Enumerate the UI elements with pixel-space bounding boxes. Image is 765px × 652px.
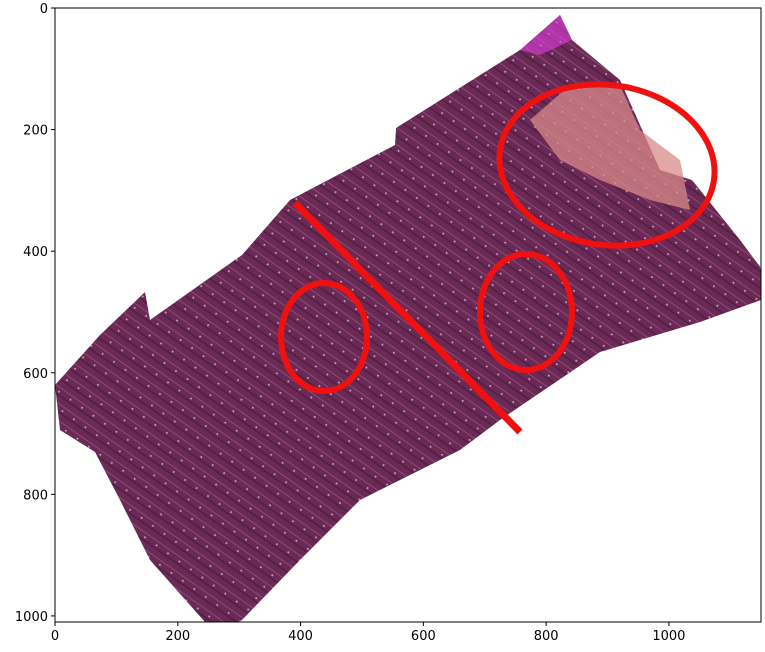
x-tick-label: 1000 [652, 629, 685, 644]
x-tick-label: 400 [288, 629, 313, 644]
x-tick-label: 800 [534, 629, 559, 644]
chart: 0200400600800100002004006008001000 [0, 0, 765, 652]
y-tick-label: 600 [23, 367, 48, 382]
y-tick-label: 0 [40, 2, 48, 17]
x-tick-label: 200 [165, 629, 190, 644]
y-tick-label: 800 [23, 488, 48, 503]
x-tick-label: 600 [411, 629, 436, 644]
y-tick-label: 400 [23, 245, 48, 260]
y-tick-label: 200 [23, 124, 48, 139]
x-tick-label: 0 [51, 629, 59, 644]
y-tick-label: 1000 [15, 610, 48, 625]
